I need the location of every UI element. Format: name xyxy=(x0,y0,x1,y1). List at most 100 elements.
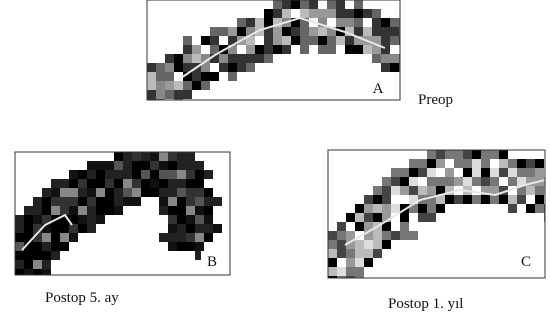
pixel xyxy=(159,161,168,170)
pixel xyxy=(409,213,418,222)
pixel xyxy=(526,168,535,177)
pixel xyxy=(69,224,78,233)
pixel xyxy=(24,224,33,233)
pixel xyxy=(177,233,186,242)
pixel xyxy=(168,233,177,242)
pixel xyxy=(499,177,508,186)
pixel xyxy=(204,233,213,242)
pixel xyxy=(132,161,141,170)
pixel xyxy=(390,45,399,54)
pixel xyxy=(183,45,192,54)
pixel xyxy=(165,54,174,63)
pixel xyxy=(472,150,481,159)
pixel xyxy=(355,222,364,231)
pixel xyxy=(327,18,336,27)
pixel xyxy=(355,213,364,222)
pixel xyxy=(282,9,291,18)
pixel xyxy=(51,224,60,233)
pixel xyxy=(508,159,517,168)
pixel xyxy=(391,186,400,195)
pixel xyxy=(201,81,210,90)
pixel xyxy=(228,63,237,72)
pixel xyxy=(363,9,372,18)
pixel xyxy=(454,168,463,177)
pixel xyxy=(526,186,535,195)
pixel xyxy=(346,249,355,258)
pixel xyxy=(186,206,195,215)
pixel xyxy=(147,90,156,99)
pixel xyxy=(346,276,355,285)
pixel xyxy=(354,0,363,9)
pixel xyxy=(177,242,186,251)
pixel xyxy=(355,276,364,285)
pixel xyxy=(526,204,535,213)
pixel xyxy=(96,206,105,215)
pixel xyxy=(490,159,499,168)
pixel xyxy=(159,233,168,242)
pixel xyxy=(255,36,264,45)
pixel xyxy=(204,215,213,224)
pixel xyxy=(60,206,69,215)
pixel xyxy=(517,159,526,168)
pixel xyxy=(219,36,228,45)
pixel xyxy=(177,224,186,233)
pixel xyxy=(264,36,273,45)
pixel xyxy=(177,179,186,188)
pixel xyxy=(282,0,291,9)
pixel xyxy=(355,249,364,258)
pixel xyxy=(42,260,51,269)
panel-label: C xyxy=(521,254,531,270)
pixel xyxy=(499,159,508,168)
pixel xyxy=(282,27,291,36)
pixel xyxy=(186,224,195,233)
pixel xyxy=(33,269,42,278)
pixel xyxy=(87,179,96,188)
figure: A Preop B Postop 5. ay C Postop 1. yıl xyxy=(0,0,550,323)
pixel xyxy=(174,81,183,90)
pixel xyxy=(237,18,246,27)
pixel xyxy=(195,188,204,197)
pixel xyxy=(526,195,535,204)
pixel xyxy=(150,170,159,179)
pixel xyxy=(213,224,222,233)
pixel xyxy=(391,195,400,204)
pixel xyxy=(51,197,60,206)
pixel xyxy=(159,188,168,197)
pixel xyxy=(363,18,372,27)
pixel xyxy=(33,251,42,260)
pixel xyxy=(346,267,355,276)
pixel xyxy=(141,152,150,161)
pixel xyxy=(69,197,78,206)
pixel xyxy=(78,224,87,233)
pixel xyxy=(490,177,499,186)
pixel xyxy=(327,9,336,18)
pixel xyxy=(355,258,364,267)
pixel xyxy=(364,204,373,213)
pixel xyxy=(33,206,42,215)
pixel xyxy=(418,159,427,168)
pixel xyxy=(168,170,177,179)
pixel xyxy=(186,188,195,197)
pixel xyxy=(508,204,517,213)
pixel xyxy=(177,170,186,179)
pixel xyxy=(390,63,399,72)
pixel xyxy=(141,188,150,197)
pixel xyxy=(364,258,373,267)
pixel xyxy=(372,9,381,18)
pixel xyxy=(418,177,427,186)
pixel xyxy=(186,233,195,242)
pixel xyxy=(282,45,291,54)
pixel xyxy=(481,195,490,204)
pixel xyxy=(327,0,336,9)
pixel xyxy=(183,54,192,63)
pixel xyxy=(60,224,69,233)
pixel xyxy=(150,179,159,188)
pixel xyxy=(165,90,174,99)
pixel xyxy=(354,45,363,54)
pixel xyxy=(105,179,114,188)
pixel xyxy=(96,161,105,170)
pixel xyxy=(291,9,300,18)
pixel xyxy=(499,195,508,204)
pixel xyxy=(150,152,159,161)
pixel xyxy=(186,242,195,251)
